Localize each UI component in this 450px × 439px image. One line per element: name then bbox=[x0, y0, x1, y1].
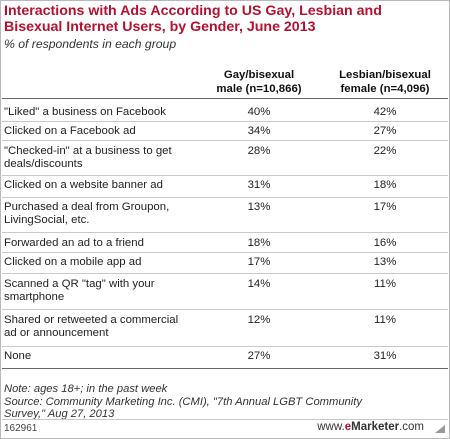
brand-prefix: www. bbox=[317, 421, 345, 433]
row-label-line: deals/discounts bbox=[4, 158, 83, 170]
row-divider bbox=[2, 140, 448, 141]
footnote: Note: ages 18+; in the past week Source:… bbox=[4, 383, 424, 421]
row-divider bbox=[2, 197, 448, 198]
row-label-line: None bbox=[4, 350, 32, 362]
row-label: Forwarded an ad to a friend bbox=[4, 237, 204, 250]
note-line: Note: ages 18+; in the past week bbox=[4, 383, 168, 395]
column-header-lesbian-bisexual-female: Lesbian/bisexual female (n=4,096) bbox=[322, 68, 448, 96]
value-gay-bisexual-male: 28% bbox=[247, 145, 271, 157]
column-header-line: female (n=4,096) bbox=[340, 83, 430, 95]
footer-rule bbox=[2, 419, 448, 420]
brand-logo: www.eMarketer.com bbox=[317, 421, 424, 433]
value-lesbian-bisexual-female: 42% bbox=[373, 106, 397, 118]
column-header-line: male (n=10,866) bbox=[216, 83, 302, 95]
value-gay-bisexual-male: 12% bbox=[247, 314, 271, 326]
brand-e: e bbox=[344, 421, 352, 433]
value-gay-bisexual-male: 13% bbox=[247, 201, 271, 213]
row-label: Clicked on a website banner ad bbox=[4, 179, 204, 192]
row-label-line: Purchased a deal from Groupon, bbox=[4, 201, 170, 213]
value-lesbian-bisexual-female: 16% bbox=[373, 237, 397, 249]
value-lesbian-bisexual-female: 31% bbox=[373, 350, 397, 362]
brand-suffix: .com bbox=[399, 421, 424, 433]
row-label: "Checked-in" at a business to get deals/d… bbox=[4, 145, 204, 171]
row-divider bbox=[2, 309, 448, 310]
value-gay-bisexual-male: 14% bbox=[247, 278, 271, 290]
row-label: Shared or retweeted a commercial ad or an… bbox=[4, 314, 204, 340]
row-label-line: Clicked on a Facebook ad bbox=[4, 125, 136, 137]
value-gay-bisexual-male: 34% bbox=[247, 125, 271, 137]
row-divider bbox=[2, 346, 448, 347]
column-header-gay-bisexual-male: Gay/bisexual male (n=10,866) bbox=[196, 68, 322, 96]
value-gay-bisexual-male: 17% bbox=[247, 256, 271, 268]
value-lesbian-bisexual-female: 11% bbox=[374, 278, 396, 290]
value-lesbian-bisexual-female: 13% bbox=[373, 256, 397, 268]
header-rule bbox=[2, 98, 448, 99]
row-label: "Liked" a business on Facebook bbox=[4, 106, 204, 119]
row-label-line: Scanned a QR "tag" with your bbox=[4, 278, 155, 290]
row-label-line: Clicked on a mobile app ad bbox=[4, 256, 142, 268]
row-label: Purchased a deal from Groupon, LivingSoci… bbox=[4, 201, 204, 227]
row-label-line: Shared or retweeted a commercial bbox=[4, 314, 179, 326]
row-divider bbox=[2, 175, 448, 176]
chart-id: 162961 bbox=[4, 423, 38, 434]
table-bottom-rule bbox=[2, 368, 448, 369]
value-lesbian-bisexual-female: 22% bbox=[373, 145, 397, 157]
row-label-line: ad or announcement bbox=[4, 327, 109, 339]
chart-title: Interactions with Ads According to US Ga… bbox=[4, 3, 382, 35]
value-gay-bisexual-male: 27% bbox=[247, 350, 271, 362]
row-label: Scanned a QR "tag" with your smartphone bbox=[4, 278, 204, 304]
value-gay-bisexual-male: 31% bbox=[247, 179, 271, 191]
value-gay-bisexual-male: 18% bbox=[247, 237, 271, 249]
row-divider bbox=[2, 121, 448, 122]
column-header-line: Lesbian/bisexual bbox=[339, 69, 431, 81]
source-line: Survey," Aug 27, 2013 bbox=[4, 408, 115, 420]
chart-subtitle: % of respondents in each group bbox=[4, 37, 177, 51]
value-lesbian-bisexual-female: 18% bbox=[373, 179, 397, 191]
row-label-line: LivingSocial, etc. bbox=[4, 214, 90, 226]
value-lesbian-bisexual-female: 11% bbox=[374, 314, 396, 326]
row-label-line: "Liked" a business on Facebook bbox=[4, 106, 166, 118]
value-lesbian-bisexual-female: 27% bbox=[373, 125, 397, 137]
value-gay-bisexual-male: 40% bbox=[247, 106, 271, 118]
brand-name: Marketer bbox=[351, 421, 400, 433]
row-divider bbox=[2, 252, 448, 253]
column-header-line: Gay/bisexual bbox=[223, 69, 295, 81]
row-divider bbox=[2, 273, 448, 274]
row-label: Clicked on a Facebook ad bbox=[4, 125, 204, 138]
source-line: Source: Community Marketing Inc. (CMI), … bbox=[4, 395, 362, 408]
row-label-line: smartphone bbox=[4, 291, 65, 303]
row-divider bbox=[2, 232, 448, 233]
row-label: Clicked on a mobile app ad bbox=[4, 256, 204, 269]
value-lesbian-bisexual-female: 17% bbox=[373, 201, 397, 213]
row-label-line: Clicked on a website banner ad bbox=[4, 179, 163, 191]
row-label-line: "Checked-in" at a business to get bbox=[4, 145, 172, 157]
row-label: None bbox=[4, 350, 204, 363]
row-label-line: Forwarded an ad to a friend bbox=[4, 237, 144, 249]
corner-arrow-icon bbox=[435, 425, 445, 433]
